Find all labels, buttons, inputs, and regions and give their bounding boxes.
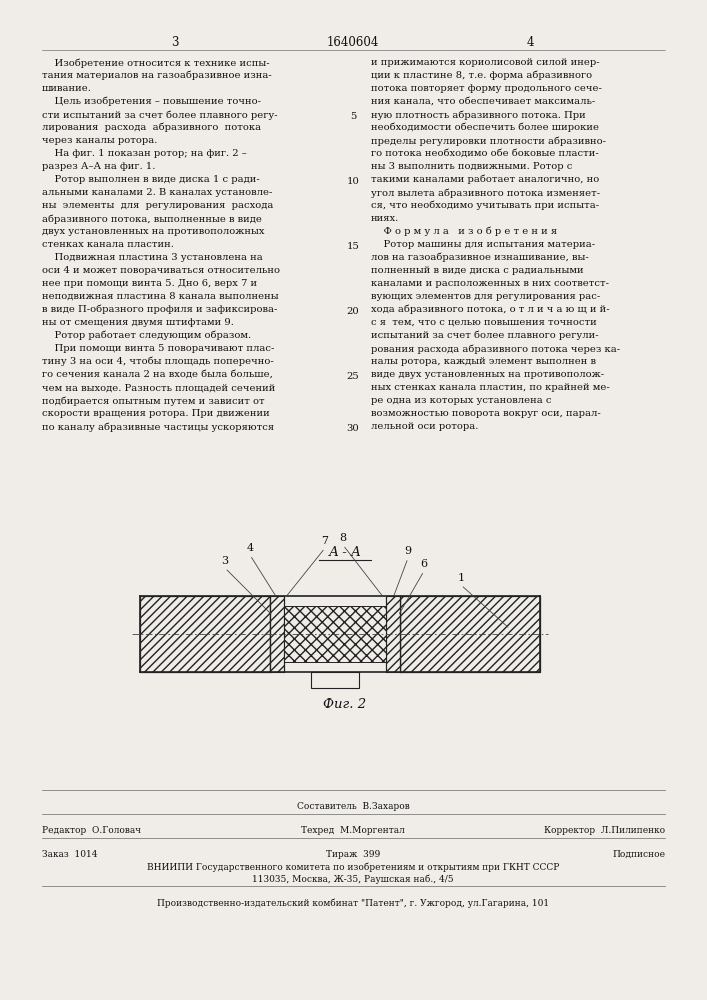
Text: налы ротора, каждый элемент выполнен в: налы ротора, каждый элемент выполнен в xyxy=(371,357,596,366)
Text: Ротор работает следующим образом.: Ротор работает следующим образом. xyxy=(42,331,251,340)
Text: с я  тем, что с целью повышения точности: с я тем, что с целью повышения точности xyxy=(371,318,597,327)
Text: го сечения канала 2 на входе была больше,: го сечения канала 2 на входе была больше… xyxy=(42,370,273,379)
Text: Изобретение относится к технике испы-: Изобретение относится к технике испы- xyxy=(42,58,269,68)
Text: 10: 10 xyxy=(346,177,359,186)
Text: нее при помощи винта 5. Дно 6, верх 7 и: нее при помощи винта 5. Дно 6, верх 7 и xyxy=(42,279,257,288)
Text: ны  элементы  для  регулирования  расхода: ны элементы для регулирования расхода xyxy=(42,201,274,210)
Text: Заказ  1014: Заказ 1014 xyxy=(42,850,98,859)
Text: лов на газоабразивное изнашивание, вы-: лов на газоабразивное изнашивание, вы- xyxy=(371,253,589,262)
Text: пределы регулировки плотности абразивно-: пределы регулировки плотности абразивно- xyxy=(371,136,606,145)
Text: такими каналами работает аналогично, но: такими каналами работает аналогично, но xyxy=(371,175,600,184)
Bar xyxy=(284,606,386,662)
Bar xyxy=(311,672,359,688)
Bar xyxy=(270,596,400,672)
Text: Ф о р м у л а   и з о б р е т е н и я: Ф о р м у л а и з о б р е т е н и я xyxy=(371,227,557,236)
Bar xyxy=(400,596,540,672)
Text: 113035, Москва, Ж-35, Раушская наб., 4/5: 113035, Москва, Ж-35, Раушская наб., 4/5 xyxy=(252,874,454,884)
Text: 1640604: 1640604 xyxy=(327,36,379,49)
Text: 1: 1 xyxy=(457,573,464,583)
Text: сти испытаний за счет более плавного регу-: сти испытаний за счет более плавного рег… xyxy=(42,110,278,119)
Text: Ротор выполнен в виде диска 1 с ради-: Ротор выполнен в виде диска 1 с ради- xyxy=(42,175,259,184)
Text: 3: 3 xyxy=(221,556,228,566)
Text: полненный в виде диска с радиальными: полненный в виде диска с радиальными xyxy=(371,266,583,275)
Text: го потока необходимо обе боковые пласти-: го потока необходимо обе боковые пласти- xyxy=(371,149,599,158)
Text: оси 4 и может поворачиваться относительно: оси 4 и может поворачиваться относительн… xyxy=(42,266,280,275)
Text: Подписное: Подписное xyxy=(612,850,665,859)
Text: Цель изобретения – повышение точно-: Цель изобретения – повышение точно- xyxy=(42,97,261,106)
Text: 8: 8 xyxy=(339,533,346,543)
Text: стенках канала пластин.: стенках канала пластин. xyxy=(42,240,174,249)
Text: тину 3 на оси 4, чтобы площадь поперечно-: тину 3 на оси 4, чтобы площадь поперечно… xyxy=(42,357,274,366)
Text: виде двух установленных на противополож-: виде двух установленных на противополож- xyxy=(371,370,604,379)
Text: потока повторяет форму продольного сече-: потока повторяет форму продольного сече- xyxy=(371,84,602,93)
Text: тания материалов на газоабразивное изна-: тания материалов на газоабразивное изна- xyxy=(42,71,271,81)
Text: ниях.: ниях. xyxy=(371,214,399,223)
Text: ся, что необходимо учитывать при испыта-: ся, что необходимо учитывать при испыта- xyxy=(371,201,599,211)
Text: ны от смещения двумя штифтами 9.: ны от смещения двумя штифтами 9. xyxy=(42,318,234,327)
Text: необходимости обеспечить более широкие: необходимости обеспечить более широкие xyxy=(371,123,599,132)
Text: возможностью поворота вокруг оси, парал-: возможностью поворота вокруг оси, парал- xyxy=(371,409,601,418)
Bar xyxy=(270,596,284,672)
Text: Подвижная пластина 3 установлена на: Подвижная пластина 3 установлена на xyxy=(42,253,263,262)
Text: Ротор машины для испытания материа-: Ротор машины для испытания материа- xyxy=(371,240,595,249)
Text: 15: 15 xyxy=(346,242,359,251)
Text: по каналу абразивные частицы ускоряются: по каналу абразивные частицы ускоряются xyxy=(42,422,274,432)
Text: При помощи винта 5 поворачивают плас-: При помощи винта 5 поворачивают плас- xyxy=(42,344,274,353)
Text: Производственно-издательский комбинат "Патент", г. Ужгород, ул.Гагарина, 101: Производственно-издательский комбинат "П… xyxy=(157,898,549,908)
Text: и прижимаются кориолисовой силой инер-: и прижимаются кориолисовой силой инер- xyxy=(371,58,600,67)
Text: испытаний за счет более плавного регули-: испытаний за счет более плавного регули- xyxy=(371,331,599,340)
Text: 30: 30 xyxy=(346,424,359,433)
Text: разрез А–А на фиг. 1.: разрез А–А на фиг. 1. xyxy=(42,162,156,171)
Text: На фиг. 1 показан ротор; на фиг. 2 –: На фиг. 1 показан ротор; на фиг. 2 – xyxy=(42,149,247,158)
Text: Фиг. 2: Фиг. 2 xyxy=(323,698,366,711)
Text: лирования  расхода  абразивного  потока: лирования расхода абразивного потока xyxy=(42,123,261,132)
Text: ную плотность абразивного потока. При: ную плотность абразивного потока. При xyxy=(371,110,586,119)
Text: Корректор  Л.Пилипенко: Корректор Л.Пилипенко xyxy=(544,826,665,835)
Bar xyxy=(140,596,270,672)
Text: скорости вращения ротора. При движении: скорости вращения ротора. При движении xyxy=(42,409,270,418)
Text: 5: 5 xyxy=(350,112,356,121)
Text: альными каналами 2. В каналах установле-: альными каналами 2. В каналах установле- xyxy=(42,188,272,197)
Text: хода абразивного потока, о т л и ч а ю щ и й-: хода абразивного потока, о т л и ч а ю щ… xyxy=(371,305,609,314)
Text: ны 3 выполнить подвижными. Ротор с: ны 3 выполнить подвижными. Ротор с xyxy=(371,162,573,171)
Text: в виде П-образного профиля и зафиксирова-: в виде П-образного профиля и зафиксирова… xyxy=(42,305,277,314)
Text: вующих элементов для регулирования рас-: вующих элементов для регулирования рас- xyxy=(371,292,600,301)
Text: ции к пластине 8, т.е. форма абразивного: ции к пластине 8, т.е. форма абразивного xyxy=(371,71,592,81)
Text: лельной оси ротора.: лельной оси ротора. xyxy=(371,422,479,431)
Text: двух установленных на противоположных: двух установленных на противоположных xyxy=(42,227,264,236)
Text: неподвижная пластина 8 канала выполнены: неподвижная пластина 8 канала выполнены xyxy=(42,292,279,301)
Text: 7: 7 xyxy=(322,536,329,546)
Text: угол вылета абразивного потока изменяет-: угол вылета абразивного потока изменяет- xyxy=(371,188,600,198)
Text: 20: 20 xyxy=(346,307,359,316)
Text: А - А: А - А xyxy=(329,546,361,559)
Text: подбирается опытным путем и зависит от: подбирается опытным путем и зависит от xyxy=(42,396,264,406)
Text: чем на выходе. Разность площадей сечений: чем на выходе. Разность площадей сечений xyxy=(42,383,275,392)
Text: 3: 3 xyxy=(171,36,179,49)
Text: через каналы ротора.: через каналы ротора. xyxy=(42,136,158,145)
Text: 9: 9 xyxy=(404,546,411,556)
Text: ВНИИПИ Государственного комитета по изобретениям и открытиям при ГКНТ СССР: ВНИИПИ Государственного комитета по изоб… xyxy=(147,862,559,871)
Text: 6: 6 xyxy=(421,559,428,569)
Text: шивание.: шивание. xyxy=(42,84,92,93)
Text: Техред  М.Моргентал: Техред М.Моргентал xyxy=(301,826,405,835)
Text: абразивного потока, выполненные в виде: абразивного потока, выполненные в виде xyxy=(42,214,262,224)
Text: 4: 4 xyxy=(247,543,254,553)
Text: Составитель  В.Захаров: Составитель В.Захаров xyxy=(297,802,409,811)
Text: рования расхода абразивного потока через ка-: рования расхода абразивного потока через… xyxy=(371,344,620,354)
Text: ния канала, что обеспечивает максималь-: ния канала, что обеспечивает максималь- xyxy=(371,97,595,106)
Text: 25: 25 xyxy=(346,372,359,381)
Text: ных стенках канала пластин, по крайней ме-: ных стенках канала пластин, по крайней м… xyxy=(371,383,609,392)
Text: Редактор  О.Головач: Редактор О.Головач xyxy=(42,826,141,835)
Text: ре одна из которых установлена с: ре одна из которых установлена с xyxy=(371,396,551,405)
Bar xyxy=(386,596,400,672)
Text: 4: 4 xyxy=(526,36,534,49)
Text: каналами и расположенных в них соответст-: каналами и расположенных в них соответст… xyxy=(371,279,609,288)
Text: Тираж  399: Тираж 399 xyxy=(326,850,380,859)
